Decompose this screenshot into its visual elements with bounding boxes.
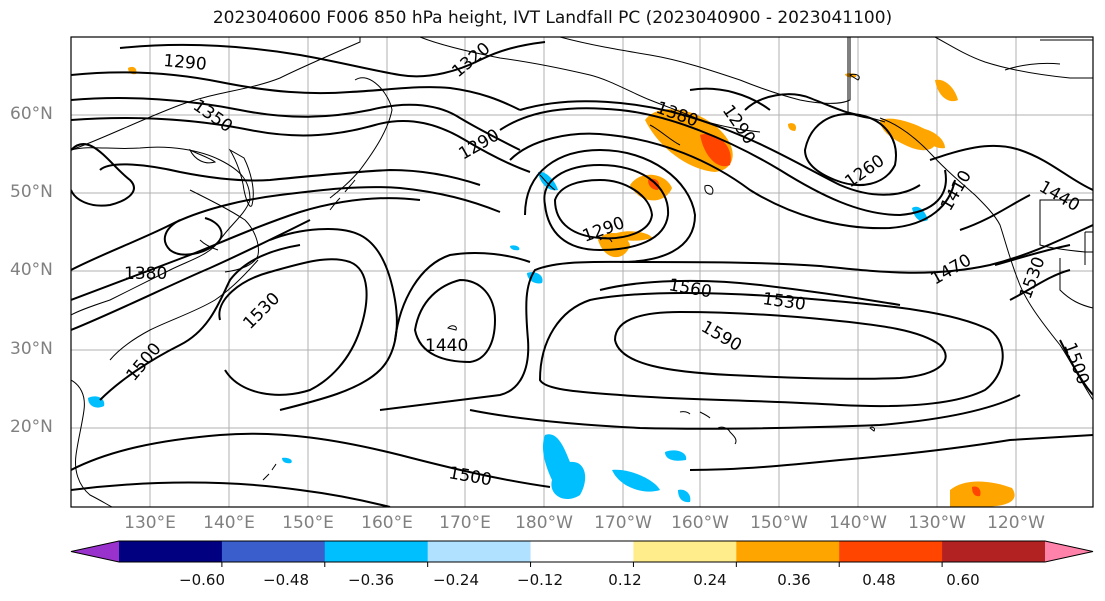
- colorbar-segment: [324, 541, 429, 562]
- lon-label: 130°E: [124, 513, 176, 533]
- contour-label: 1440: [425, 336, 468, 356]
- contour-label: 1530: [1016, 254, 1050, 301]
- colorbar-segment: [530, 541, 634, 562]
- lat-label: 60°N: [10, 104, 53, 124]
- lon-label: 170°W: [594, 513, 652, 533]
- colorbar-tick-label: 0.12: [608, 571, 642, 589]
- colorbar-tick-label: −0.36: [348, 571, 394, 589]
- lon-label: 170°E: [439, 513, 491, 533]
- contour-label: 1500: [123, 339, 166, 385]
- contour-label: 1290: [456, 125, 503, 164]
- colorbar-tick-label: −0.12: [517, 571, 563, 589]
- contour-label: 1500: [447, 463, 493, 490]
- contour-label: 1290: [163, 51, 208, 75]
- height-contours: [71, 41, 1093, 507]
- lon-label: 120°W: [987, 513, 1045, 533]
- contour-label: 1260: [841, 151, 888, 192]
- lon-label: 130°W: [908, 513, 966, 533]
- contour-label: 1530: [239, 289, 284, 334]
- colorbar-segment: [839, 541, 943, 562]
- contour-label: 1470: [928, 250, 975, 289]
- colorbar-tick-label: 0.24: [693, 571, 727, 589]
- ivt-shading-negative: [88, 171, 928, 503]
- colorbar-segment: [633, 541, 737, 562]
- colorbar-tick-label: −0.60: [179, 571, 225, 589]
- colorbar-extend-low: [71, 541, 119, 562]
- lon-label: 140°W: [829, 513, 887, 533]
- colorbar-tick-label: −0.48: [263, 571, 309, 589]
- lat-label: 30°N: [10, 339, 53, 359]
- lon-label: 180°W: [515, 513, 573, 533]
- colorbar-tick-label: 0.36: [777, 571, 811, 589]
- contour-labels: 1290 1320 1350 1290 1380 1290 1260 1410 …: [123, 39, 1093, 491]
- colorbar-segment: [221, 541, 326, 562]
- colorbar-segment: [942, 541, 1046, 562]
- lon-label: 140°E: [203, 513, 255, 533]
- contour-label: 1320: [448, 39, 494, 82]
- colorbar-segment: [427, 541, 532, 562]
- colorbar-tick-label: −0.24: [433, 571, 479, 589]
- colorbar-segment: [119, 541, 223, 562]
- colorbar-extend-high: [1045, 541, 1093, 562]
- gridlines: [71, 37, 1093, 507]
- contour-label: 1380: [124, 264, 167, 284]
- lat-label: 50°N: [10, 182, 53, 202]
- contour-label: 1530: [761, 289, 807, 315]
- contour-label: 1440: [1036, 177, 1083, 216]
- contour-label: 1500: [1059, 340, 1093, 387]
- colorbar-segment: [736, 541, 840, 562]
- colorbar: [70, 540, 1094, 567]
- lon-label: 160°E: [361, 513, 413, 533]
- map-title: 2023040600 F006 850 hPa height, IVT Land…: [212, 8, 893, 28]
- contour-label: 1560: [667, 275, 713, 302]
- lat-label: 20°N: [10, 417, 53, 437]
- map-frame: [70, 36, 1094, 508]
- lon-label: 150°E: [282, 513, 334, 533]
- ivt-shading-positive: [128, 66, 1015, 507]
- lon-label: 150°W: [750, 513, 808, 533]
- coastlines: [71, 37, 1093, 507]
- colorbar-tick-label: 0.48: [862, 571, 896, 589]
- colorbar-outline: [70, 540, 1094, 563]
- lat-label: 40°N: [10, 260, 53, 280]
- colorbar-tick-label: 0.60: [946, 571, 980, 589]
- lon-label: 160°W: [671, 513, 729, 533]
